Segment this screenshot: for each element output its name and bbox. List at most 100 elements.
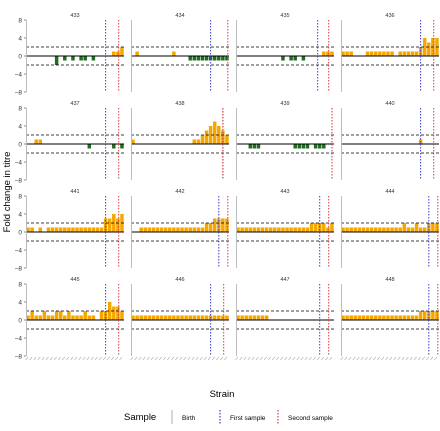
panel-title: 447	[280, 277, 289, 283]
bar	[398, 51, 402, 56]
bar	[54, 311, 59, 320]
x-tick-mark	[110, 356, 115, 361]
x-tick-mark	[425, 356, 430, 361]
x-tick-mark	[199, 356, 203, 361]
y-tick-label: 8	[18, 18, 22, 25]
bar	[135, 51, 139, 56]
bar	[365, 227, 370, 232]
bar	[402, 51, 407, 56]
bar	[402, 223, 407, 232]
bar	[236, 227, 240, 232]
x-tick-mark	[280, 356, 284, 361]
panel-448: 448	[340, 277, 439, 361]
bar	[398, 315, 402, 320]
x-tick-mark	[37, 356, 41, 361]
x-tick-mark	[211, 356, 215, 361]
x-tick-mark	[82, 356, 86, 361]
x-tick-mark	[401, 356, 405, 361]
bar	[435, 311, 439, 320]
bar	[30, 227, 34, 232]
bar	[139, 227, 143, 232]
bar	[112, 51, 116, 56]
x-tick-mark	[215, 356, 220, 361]
bar	[38, 227, 43, 232]
bar	[200, 315, 205, 320]
panel-title: 439	[280, 101, 289, 107]
x-tick-mark	[352, 356, 356, 361]
panel-446: 446	[130, 277, 229, 361]
bar	[217, 218, 221, 232]
bar	[394, 315, 398, 320]
bar	[313, 223, 318, 232]
x-tick-mark	[284, 356, 288, 361]
panel-title: 443	[280, 189, 289, 195]
bar	[398, 227, 402, 232]
bar	[225, 315, 229, 320]
bar	[369, 227, 374, 232]
bar	[406, 315, 411, 320]
bar	[406, 51, 411, 56]
bar	[301, 56, 306, 61]
bar	[112, 306, 116, 320]
x-tick-mark	[356, 356, 360, 361]
bar	[345, 51, 349, 56]
bar	[244, 227, 248, 232]
x-tick-mark	[364, 356, 368, 361]
x-tick-mark	[397, 356, 401, 361]
panel-437: 437	[26, 101, 124, 180]
bar	[217, 56, 221, 61]
bar	[221, 56, 225, 61]
bar	[273, 227, 277, 232]
x-tick-mark	[70, 356, 74, 361]
y-tick-label: −4	[15, 248, 23, 255]
bar	[172, 51, 176, 56]
bar	[63, 227, 67, 232]
bar	[353, 315, 358, 320]
bar	[330, 51, 334, 56]
x-tick-mark	[29, 356, 33, 361]
x-tick-mark	[154, 356, 158, 361]
bar	[361, 315, 366, 320]
bar	[217, 315, 221, 320]
bar	[151, 315, 156, 320]
bar	[71, 315, 75, 320]
bar	[305, 227, 310, 232]
bar	[326, 227, 330, 232]
bar	[54, 56, 59, 65]
bar	[418, 227, 423, 232]
bar	[260, 315, 265, 320]
bar	[248, 227, 253, 232]
x-tick-mark	[288, 356, 292, 361]
panel-title: 448	[385, 277, 394, 283]
bar	[378, 315, 382, 320]
y-tick-label: 8	[18, 194, 22, 201]
bar	[139, 315, 143, 320]
bar	[188, 227, 192, 232]
bar	[204, 56, 209, 61]
bar	[26, 315, 30, 320]
bar	[63, 315, 67, 320]
bar	[46, 227, 51, 232]
bar	[349, 227, 353, 232]
bar	[103, 218, 108, 232]
x-tick-mark	[45, 356, 49, 361]
y-tick-label: 0	[18, 142, 22, 149]
bar	[305, 144, 310, 149]
bar	[252, 227, 257, 232]
bar	[159, 227, 164, 232]
bar	[188, 56, 192, 61]
bar	[341, 227, 345, 232]
bar	[196, 56, 201, 61]
x-tick-mark	[106, 356, 110, 361]
bar	[188, 315, 192, 320]
panel-447: 447	[235, 277, 334, 361]
bar	[382, 227, 386, 232]
bar	[163, 315, 168, 320]
panels: 433 434 435 436 437 438 439 440 441 442 443 444 445 4…	[25, 13, 439, 361]
x-tick-mark	[393, 356, 397, 361]
bar	[382, 315, 386, 320]
bar	[180, 227, 184, 232]
bar	[406, 227, 411, 232]
bar	[264, 315, 269, 320]
bar	[225, 218, 229, 232]
